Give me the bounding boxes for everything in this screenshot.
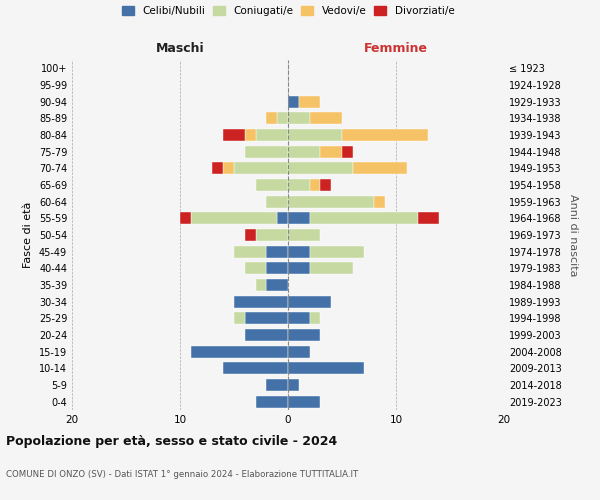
Bar <box>234 296 288 308</box>
Bar <box>342 146 353 158</box>
Bar <box>277 112 288 124</box>
Bar <box>288 146 320 158</box>
Bar <box>288 362 364 374</box>
Bar <box>374 196 385 207</box>
Bar <box>256 229 288 241</box>
Bar <box>234 246 266 258</box>
Bar <box>266 112 277 124</box>
Bar <box>245 329 288 341</box>
Y-axis label: Anni di nascita: Anni di nascita <box>568 194 578 276</box>
Bar <box>245 262 266 274</box>
Text: Maschi: Maschi <box>155 42 205 55</box>
Bar <box>288 379 299 391</box>
Bar <box>310 112 342 124</box>
Bar <box>277 212 288 224</box>
Text: Popolazione per età, sesso e stato civile - 2024: Popolazione per età, sesso e stato civil… <box>6 435 337 448</box>
Bar <box>223 362 288 374</box>
Bar <box>266 196 288 207</box>
Bar <box>245 312 288 324</box>
Text: COMUNE DI ONZO (SV) - Dati ISTAT 1° gennaio 2024 - Elaborazione TUTTITALIA.IT: COMUNE DI ONZO (SV) - Dati ISTAT 1° genn… <box>6 470 358 479</box>
Bar <box>223 129 245 141</box>
Bar <box>245 229 256 241</box>
Bar <box>266 246 288 258</box>
Bar <box>180 212 191 224</box>
Text: Femmine: Femmine <box>364 42 428 55</box>
Bar <box>234 162 288 174</box>
Bar <box>191 346 288 358</box>
Bar <box>245 129 256 141</box>
Bar <box>353 162 407 174</box>
Bar <box>310 262 353 274</box>
Bar <box>288 212 310 224</box>
Bar <box>288 112 310 124</box>
Bar <box>288 296 331 308</box>
Bar <box>299 96 320 108</box>
Bar <box>342 129 428 141</box>
Bar <box>266 279 288 291</box>
Bar <box>212 162 223 174</box>
Bar <box>310 312 320 324</box>
Bar <box>310 246 364 258</box>
Legend: Celibi/Nubili, Coniugati/e, Vedovi/e, Divorziati/e: Celibi/Nubili, Coniugati/e, Vedovi/e, Di… <box>118 2 458 21</box>
Bar <box>288 396 320 407</box>
Bar <box>256 396 288 407</box>
Bar <box>234 312 245 324</box>
Bar <box>266 262 288 274</box>
Bar <box>245 146 288 158</box>
Bar <box>320 179 331 191</box>
Bar <box>288 346 310 358</box>
Bar <box>288 329 320 341</box>
Bar <box>310 212 418 224</box>
Bar <box>288 262 310 274</box>
Bar <box>256 129 288 141</box>
Bar <box>288 96 299 108</box>
Bar <box>310 179 320 191</box>
Bar <box>288 229 320 241</box>
Bar <box>288 246 310 258</box>
Bar <box>256 279 266 291</box>
Bar <box>288 162 353 174</box>
Bar <box>288 312 310 324</box>
Bar <box>191 212 277 224</box>
Bar <box>223 162 234 174</box>
Bar <box>320 146 342 158</box>
Bar <box>288 129 342 141</box>
Bar <box>266 379 288 391</box>
Bar <box>288 179 310 191</box>
Y-axis label: Fasce di età: Fasce di età <box>23 202 33 268</box>
Bar <box>256 179 288 191</box>
Bar <box>418 212 439 224</box>
Bar <box>288 196 374 207</box>
